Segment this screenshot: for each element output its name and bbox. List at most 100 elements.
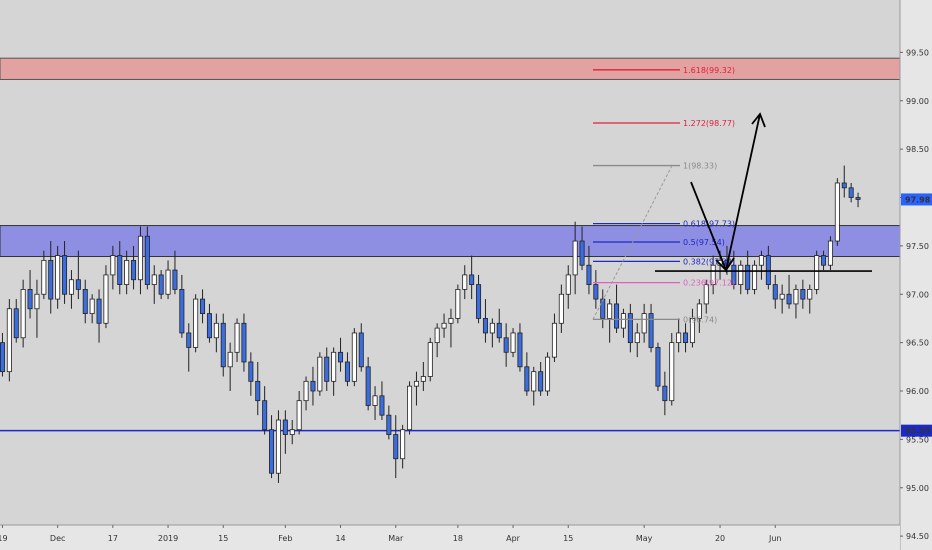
candle-body [503,337,509,353]
x-tick-label: Mar [388,534,404,543]
candle-body [662,385,668,402]
candle-body [496,322,502,339]
fib-level-label: 1.272(98.77) [683,119,735,128]
candle-body [227,351,233,368]
x-tick-label: 14 [335,534,345,543]
candle-body [220,322,226,368]
candle-body [531,371,537,392]
candle-body [351,332,357,382]
candle-body [814,255,820,290]
projection-arrow-down-head [715,257,735,272]
candle-body [607,303,613,319]
plot-background [0,0,900,525]
candle-body [103,274,109,324]
candle-body [48,259,54,300]
candle-body [434,327,440,344]
candle-body [848,187,854,198]
candle-body [89,298,95,314]
candle-body [834,182,840,242]
y-tick-label: 96.00 [906,387,929,396]
candle-body [34,293,40,310]
candle-body [275,419,281,474]
candle-body [731,264,737,285]
candle-body [96,298,102,324]
candle-body [462,274,468,290]
candle-body [786,293,792,305]
candle-body [75,279,81,290]
candle-body [407,385,413,431]
candle-body [110,255,116,276]
candle-body [676,332,682,344]
candle-body [793,289,799,305]
candle-body [379,395,385,416]
candle-body [241,322,247,363]
candle-body [703,284,709,305]
y-tick-label: 95.50 [906,435,929,444]
candle-body [262,400,268,431]
price-tag-label: 95.59 [905,427,931,436]
candle-body [317,356,323,392]
y-tick-label: 94.50 [906,532,929,541]
y-tick-label: 97.00 [906,290,929,299]
candle-body [206,313,212,339]
candle-body [841,182,847,189]
price-tag-label: 97.98 [905,195,931,204]
candle-body [627,313,633,344]
candle-body [641,313,647,334]
candle-body [482,318,488,334]
candle-body [186,332,192,348]
x-tick-label: 18 [453,534,463,543]
candle-body [193,298,199,348]
candle-body [310,380,316,392]
candle-body [200,298,206,314]
fib-level-label: 0(96.74) [683,315,717,324]
candle-body [545,356,551,392]
candle-body [738,264,744,285]
candle-body [393,434,399,460]
candle-body [269,429,275,474]
x-tick-label: 17 [108,534,118,543]
candle-body [338,351,344,363]
candle-body [165,269,171,295]
candle-body [172,269,178,290]
candle-body [648,313,654,348]
candle-body [6,308,12,373]
candle-body [151,274,157,285]
fib-trend-line [592,165,673,320]
candle-body [448,318,454,324]
candle-body [593,284,599,300]
x-tick-label: Feb [278,534,292,543]
candle-body [213,322,219,339]
candle-body [144,235,150,285]
x-tick-label: 15 [218,534,228,543]
candle-body [27,289,33,310]
candle-body [137,235,143,281]
candle-body [372,395,378,406]
y-tick-label: 99.00 [906,97,929,106]
candle-body [124,259,130,285]
candle-body [710,264,716,285]
fib-level-label: 0.618(97.73) [683,220,735,229]
candle-body [158,274,164,295]
candle-body [689,318,695,344]
candle-body [117,255,123,285]
candle-body [365,366,371,406]
candle-body [517,332,523,368]
candle-body [289,429,295,435]
candle-body [13,308,19,339]
candle-body [779,293,785,300]
y-tick-label: 95.00 [906,484,929,493]
zone-resistance [0,57,901,80]
candle-body [758,255,764,266]
x-tick-label: 19 [0,534,8,543]
fib-level-label: 0.382(97.34) [683,257,735,266]
fib-level-label: 1(98.33) [683,162,717,171]
candle-body [303,380,309,402]
candle-body [179,289,185,334]
candle-body [772,284,778,300]
candle-body [827,240,833,266]
candle-body [0,342,5,373]
candle-body [469,274,475,285]
candle-body [41,259,47,295]
candle-body [524,366,530,392]
